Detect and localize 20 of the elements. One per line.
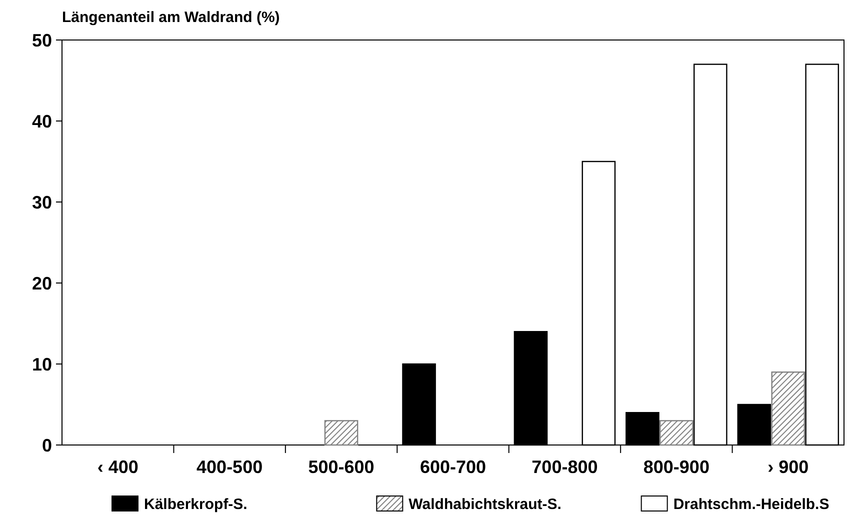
legend-label: Drahtschm.-Heidelb.S bbox=[673, 496, 830, 513]
y-tick-label: 30 bbox=[32, 192, 52, 212]
legend-label: Kälberkropf-S. bbox=[144, 496, 248, 513]
x-tick-label: › 900 bbox=[768, 457, 809, 477]
y-tick-label: 40 bbox=[32, 111, 52, 132]
legend-label: Waldhabichtskraut-S. bbox=[408, 496, 562, 513]
x-tick-label: 800-900 bbox=[643, 457, 710, 477]
bar bbox=[771, 372, 806, 446]
y-tick-label: 10 bbox=[32, 354, 52, 374]
y-tick-label: 20 bbox=[32, 273, 52, 294]
bar bbox=[660, 420, 694, 446]
y-tick-label: 0 bbox=[42, 435, 52, 456]
x-tick-label: 600-700 bbox=[420, 457, 486, 477]
y-axis-title: Längenanteil am Waldrand (%) bbox=[62, 9, 280, 26]
y-tick-label: 50 bbox=[32, 30, 52, 50]
x-tick-label: 500-600 bbox=[308, 457, 374, 477]
x-tick-label: 400-500 bbox=[196, 457, 263, 477]
bar bbox=[324, 420, 358, 446]
x-tick-label: 700-800 bbox=[532, 457, 598, 477]
x-tick-label: ‹ 400 bbox=[97, 457, 138, 477]
